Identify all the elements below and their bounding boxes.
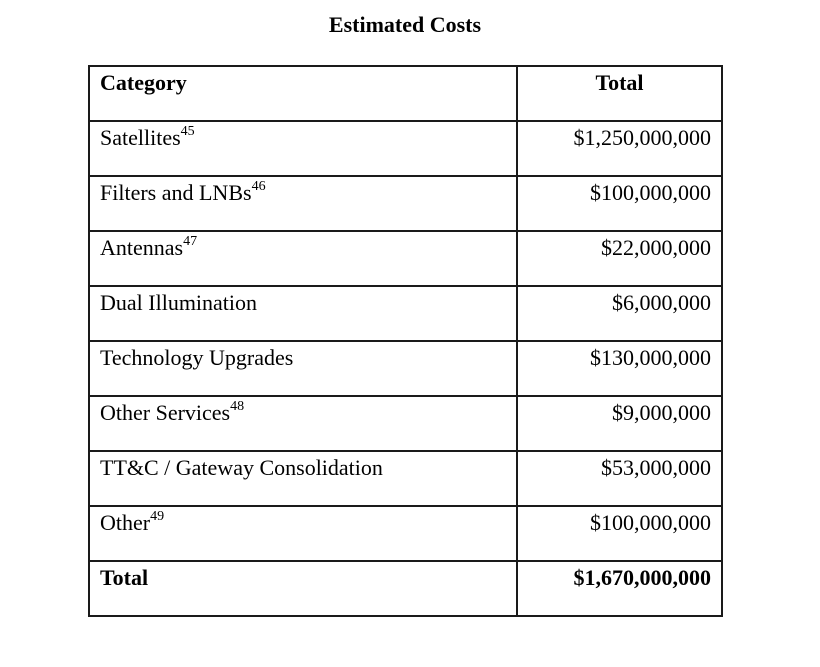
table-row: Antennas47 $22,000,000 <box>88 230 723 287</box>
category-cell: TT&C / Gateway Consolidation <box>88 450 518 507</box>
category-label: Filters and LNBs <box>100 180 252 205</box>
total-label: Total <box>88 560 518 617</box>
table-row: Technology Upgrades $130,000,000 <box>88 340 723 397</box>
header-total: Total <box>516 65 723 122</box>
table-row: Dual Illumination $6,000,000 <box>88 285 723 342</box>
category-cell: Satellites45 <box>88 120 518 177</box>
footnote-ref[interactable]: 45 <box>180 123 195 139</box>
table-row: TT&C / Gateway Consolidation $53,000,000 <box>88 450 723 507</box>
category-label: TT&C / Gateway Consolidation <box>100 455 383 480</box>
category-label: Dual Illumination <box>100 290 258 315</box>
estimated-costs-table: Category Total Satellites45 $1,250,000,0… <box>88 65 723 617</box>
category-cell: Other49 <box>88 505 518 562</box>
category-label: Other Services <box>100 400 231 425</box>
category-label: Technology Upgrades <box>100 345 294 370</box>
footnote-ref[interactable]: 49 <box>150 508 165 524</box>
header-category: Category <box>88 65 518 122</box>
amount-cell: $6,000,000 <box>516 285 723 342</box>
category-label: Other <box>100 510 151 535</box>
table-total-row: Total $1,670,000,000 <box>88 560 723 617</box>
table-row: Other Services48 $9,000,000 <box>88 395 723 452</box>
total-amount: $1,670,000,000 <box>516 560 723 617</box>
amount-cell: $100,000,000 <box>516 175 723 232</box>
category-cell: Filters and LNBs46 <box>88 175 518 232</box>
table-header-row: Category Total <box>88 65 723 122</box>
amount-cell: $22,000,000 <box>516 230 723 287</box>
category-label: Satellites <box>100 125 181 150</box>
amount-cell: $1,250,000,000 <box>516 120 723 177</box>
amount-cell: $100,000,000 <box>516 505 723 562</box>
table-row: Satellites45 $1,250,000,000 <box>88 120 723 177</box>
footnote-ref[interactable]: 47 <box>183 233 198 249</box>
category-cell: Technology Upgrades <box>88 340 518 397</box>
footnote-ref[interactable]: 48 <box>230 398 245 414</box>
table-row: Other49 $100,000,000 <box>88 505 723 562</box>
table-row: Filters and LNBs46 $100,000,000 <box>88 175 723 232</box>
amount-cell: $53,000,000 <box>516 450 723 507</box>
category-cell: Other Services48 <box>88 395 518 452</box>
footnote-ref[interactable]: 46 <box>251 178 266 194</box>
category-label: Antennas <box>100 235 184 260</box>
amount-cell: $130,000,000 <box>516 340 723 397</box>
category-cell: Dual Illumination <box>88 285 518 342</box>
amount-cell: $9,000,000 <box>516 395 723 452</box>
category-cell: Antennas47 <box>88 230 518 287</box>
document-title: Estimated Costs <box>328 12 482 37</box>
